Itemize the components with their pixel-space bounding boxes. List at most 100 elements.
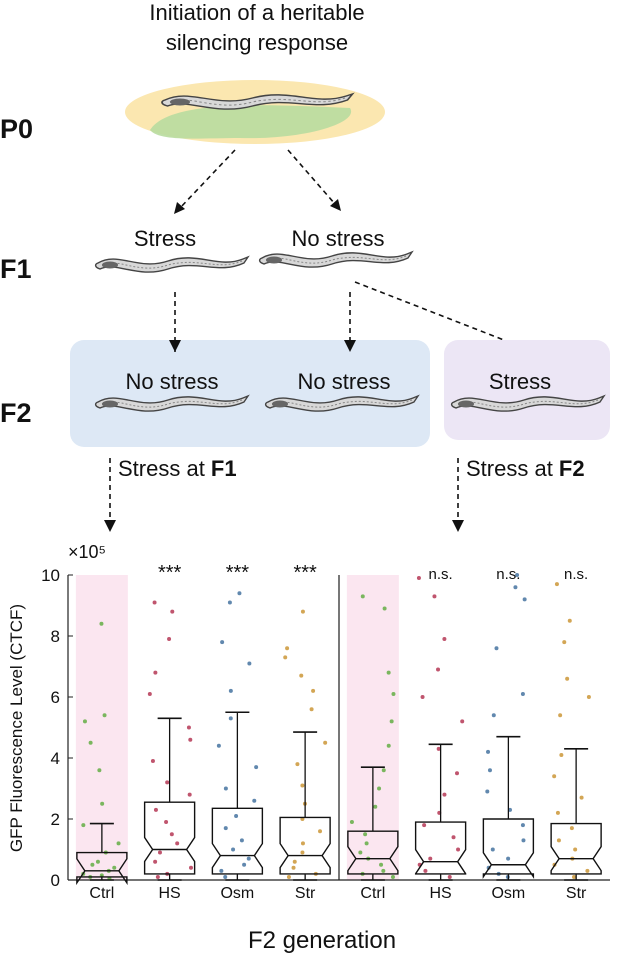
y-tick-label: 4 (51, 749, 60, 768)
arrow-head (104, 520, 116, 532)
data-point (100, 801, 105, 806)
data-point (246, 856, 251, 861)
data-point (391, 691, 396, 696)
y-tick-label: 2 (51, 810, 60, 829)
data-point (513, 585, 518, 590)
data-point (157, 850, 162, 855)
x-tick-label: Ctrl (360, 885, 385, 902)
box (482, 818, 535, 880)
data-point (188, 737, 193, 742)
data-point (569, 826, 574, 831)
arrow-head (330, 199, 341, 211)
outcome-label: Stress at F2 (466, 456, 585, 481)
data-point (554, 582, 559, 587)
data-point (436, 746, 441, 751)
data-point (216, 743, 221, 748)
arrow (287, 149, 336, 205)
box-chart: 0 2 4 6 8 10 Ctrl HS *** Osm *** Str *** Ctrl HS n.s. Os… (7, 542, 610, 954)
data-point (318, 829, 323, 834)
data-point (555, 810, 560, 815)
data-point (186, 725, 191, 730)
data-point (382, 606, 387, 611)
data-point (515, 573, 520, 577)
data-point (428, 856, 433, 861)
arrow (179, 149, 236, 209)
data-point (285, 646, 290, 651)
data-point (565, 676, 570, 681)
data-point (116, 841, 121, 846)
data-point (286, 874, 291, 879)
data-point (219, 868, 224, 873)
data-point (567, 618, 572, 623)
data-point (167, 637, 172, 642)
worm (94, 256, 249, 273)
data-point (485, 789, 490, 794)
data-point (291, 865, 296, 870)
data-point (573, 847, 578, 852)
data-point (95, 859, 100, 864)
data-point (422, 823, 427, 828)
data-point (299, 673, 304, 678)
data-point (486, 749, 491, 754)
axis-multiplier: ×10⁵ (68, 542, 106, 562)
significance-label: n.s. (429, 566, 453, 583)
condition-label: No stress (298, 369, 391, 394)
data-point (436, 667, 441, 672)
data-point (300, 783, 305, 788)
data-point (292, 859, 297, 864)
data-point (373, 804, 378, 809)
data-point (188, 865, 193, 870)
arrow-head (344, 340, 356, 352)
data-point (559, 752, 564, 757)
data-point (451, 835, 456, 840)
data-point (420, 695, 425, 699)
title-line: silencing response (166, 30, 348, 55)
x-tick-label: Osm (491, 885, 525, 902)
data-point (223, 786, 228, 791)
data-point (153, 807, 158, 812)
data-point (152, 600, 157, 605)
worm (258, 251, 413, 268)
data-point (165, 780, 170, 785)
data-point (358, 850, 363, 855)
data-point (386, 743, 391, 748)
bacterial-lawn (150, 105, 352, 139)
significance-label: n.s. (564, 566, 588, 583)
data-point (389, 719, 394, 724)
data-point (432, 594, 437, 599)
x-tick-label: Str (295, 885, 316, 902)
data-point (506, 856, 511, 861)
data-point (442, 792, 447, 797)
data-point (416, 576, 421, 581)
data-point (579, 795, 584, 800)
y-axis-label: GFP Fluorescence Level (CTCF) (7, 604, 26, 852)
data-point (300, 609, 305, 614)
f2-panel (70, 340, 430, 447)
data-point (520, 823, 525, 828)
data-point (81, 823, 86, 828)
data-point (102, 713, 107, 718)
data-point (187, 792, 192, 797)
data-point (90, 862, 95, 867)
y-tick-label: 8 (51, 627, 60, 646)
data-point (558, 713, 563, 718)
x-axis-label: F2 generation (248, 927, 396, 954)
data-point (97, 768, 102, 773)
outcome-text: Stress at (118, 456, 211, 481)
box (76, 851, 128, 886)
f2-panel (444, 340, 610, 440)
x-tick-label: Ctrl (89, 885, 114, 902)
data-point (455, 771, 460, 776)
data-point (490, 847, 495, 852)
data-point (311, 688, 316, 693)
data-point (82, 719, 87, 724)
data-point (164, 820, 169, 825)
data-point (155, 874, 160, 879)
data-point (300, 850, 305, 855)
data-point (494, 646, 499, 651)
condition-label: Stress (134, 226, 196, 251)
data-point (239, 838, 244, 843)
outcome-text: Stress at (466, 456, 559, 481)
